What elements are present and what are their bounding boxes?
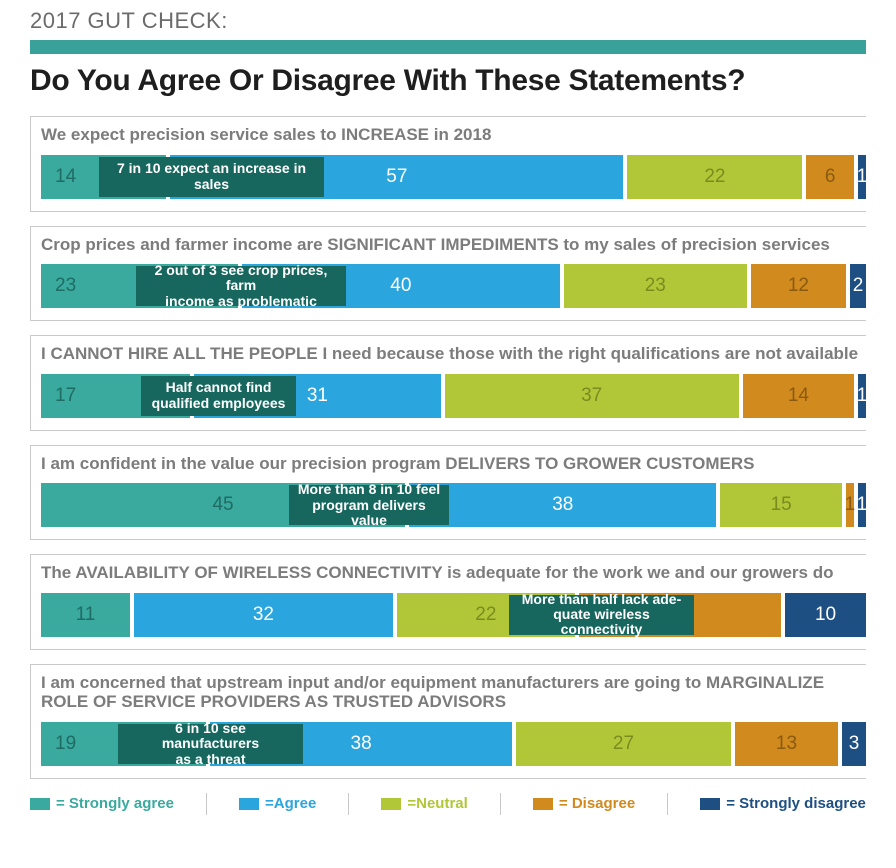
legend-item: = Strongly agree <box>30 795 174 812</box>
bar-segment: 13 <box>735 722 838 766</box>
legend-swatch <box>533 798 553 810</box>
callout-label: 2 out of 3 see crop prices, farm income … <box>136 266 346 306</box>
legend-swatch <box>700 798 720 810</box>
question-text: We expect precision service sales to INC… <box>41 125 866 145</box>
bar-chart: 1938271336 in 10 see manufacturers as a … <box>41 722 866 766</box>
question-text: I am confident in the value our precisio… <box>41 454 866 474</box>
question-block: The AVAILABILITY OF WIRELESS CONNECTIVIT… <box>30 554 866 650</box>
stacked-bar: 45381511 <box>41 483 866 527</box>
bar-chart: 173137141Half cannot find qualified empl… <box>41 374 866 418</box>
bar-segment: 10 <box>785 593 866 637</box>
question-block: I CANNOT HIRE ALL THE PEOPLE I need beca… <box>30 335 866 431</box>
legend-divider <box>206 793 207 815</box>
bar-segment: 32 <box>134 593 393 637</box>
bar-segment: 15 <box>720 483 841 527</box>
bar-segment: 27 <box>516 722 731 766</box>
legend-label: = Disagree <box>559 795 635 812</box>
legend-item: =Neutral <box>381 795 467 812</box>
legend-swatch <box>30 798 50 810</box>
bar-segment: 6 <box>806 155 854 199</box>
legend-divider <box>667 793 668 815</box>
question-text: I am concerned that upstream input and/o… <box>41 673 866 712</box>
bar-chart: 145722617 in 10 expect an increase in sa… <box>41 155 866 199</box>
legend-label: = Strongly disagree <box>726 795 866 812</box>
page-title: Do You Agree Or Disagree With These Stat… <box>30 64 866 98</box>
bar-segment: 3 <box>842 722 866 766</box>
bar-segment: 1 <box>858 155 866 199</box>
bar-segment: 1 <box>846 483 854 527</box>
legend-label: =Agree <box>265 795 316 812</box>
legend: = Strongly agree =Agree =Neutral = Disagree… <box>30 793 866 815</box>
bar-segment: 37 <box>445 374 739 418</box>
bar-segment: 22 <box>627 155 802 199</box>
bar-chart: 2340231222 out of 3 see crop prices, far… <box>41 264 866 308</box>
question-text: The AVAILABILITY OF WIRELESS CONNECTIVIT… <box>41 563 866 583</box>
question-block: I am concerned that upstream input and/o… <box>30 664 866 779</box>
callout-label: Half cannot find qualified employees <box>141 376 296 416</box>
stacked-bar: 1132222510 <box>41 593 866 637</box>
bar-segment: 1 <box>858 374 866 418</box>
question-text: I CANNOT HIRE ALL THE PEOPLE I need beca… <box>41 344 866 364</box>
question-block: Crop prices and farmer income are SIGNIF… <box>30 226 866 322</box>
bar-segment: 14 <box>743 374 854 418</box>
legend-divider <box>348 793 349 815</box>
questions-container: We expect precision service sales to INC… <box>30 116 866 779</box>
bar-chart: 45381511More than 8 in 10 feel program d… <box>41 483 866 527</box>
question-block: I am confident in the value our precisio… <box>30 445 866 541</box>
bar-segment: 23 <box>564 264 747 308</box>
bar-segment: 38 <box>409 483 716 527</box>
legend-item: = Disagree <box>533 795 635 812</box>
callout-label: More than half lack ade- quate wireless … <box>509 595 694 635</box>
callout-label: More than 8 in 10 feel program delivers … <box>289 485 449 525</box>
bar-segment: 2 <box>850 264 866 308</box>
legend-item: =Agree <box>239 795 316 812</box>
eyebrow-text: 2017 GUT CHECK: <box>30 8 866 34</box>
legend-divider <box>500 793 501 815</box>
header-rule <box>30 40 866 54</box>
callout-label: 7 in 10 expect an increase in sales <box>99 157 324 197</box>
legend-label: =Neutral <box>407 795 467 812</box>
bar-segment: 11 <box>41 593 130 637</box>
question-text: Crop prices and farmer income are SIGNIF… <box>41 235 866 255</box>
legend-item: = Strongly disagree <box>700 795 866 812</box>
callout-label: 6 in 10 see manufacturers as a threat <box>118 724 303 764</box>
question-block: We expect precision service sales to INC… <box>30 116 866 212</box>
bar-segment: 1 <box>858 483 866 527</box>
legend-label: = Strongly agree <box>56 795 174 812</box>
bar-chart: 1132222510More than half lack ade- quate… <box>41 593 866 637</box>
legend-swatch <box>381 798 401 810</box>
legend-swatch <box>239 798 259 810</box>
bar-segment: 12 <box>751 264 846 308</box>
